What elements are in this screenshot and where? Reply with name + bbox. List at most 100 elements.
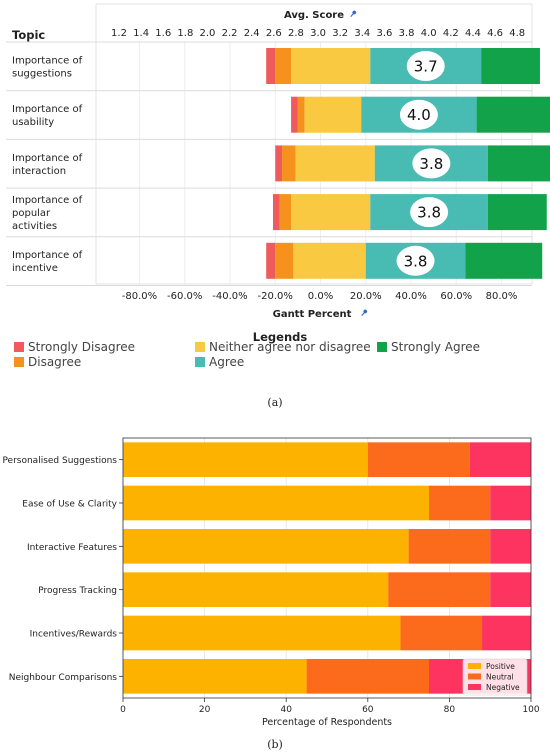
legend-swatch-strongly-agree — [377, 342, 387, 352]
bar-segment-positive — [123, 442, 368, 477]
bar-segment-disagree — [275, 48, 292, 84]
row-label: Importance of — [12, 153, 83, 164]
row-label: Importance of — [12, 104, 83, 115]
category-label: Interactive Features — [27, 543, 117, 553]
bar-segment-neutral — [388, 572, 491, 607]
row-label: popular — [12, 208, 51, 219]
legend-swatch-agree — [195, 357, 205, 367]
x-axis-label: Percentage of Respondents — [262, 717, 392, 728]
legend-swatch-disagree — [14, 357, 24, 367]
stacked-bar-chart: Personalised Suggestions Ease of Use & Cl… — [2, 437, 540, 728]
bar-segment-positive — [123, 615, 401, 651]
top-tick-label: 1.2 — [111, 28, 127, 39]
row-label: Importance of — [12, 55, 83, 66]
bar-segment-strongly-disagree — [272, 194, 280, 231]
row-label: suggestions — [12, 68, 72, 79]
bar-segment-neutral — [367, 442, 470, 477]
score-badge — [396, 245, 435, 276]
top-tick-label: 4.4 — [465, 28, 481, 39]
legend-label: Strongly Agree — [391, 340, 480, 354]
legend-label: Negative — [486, 683, 520, 692]
category-label: Neighbour Comparisons — [9, 673, 118, 683]
top-tick-label: 2.6 — [266, 28, 282, 39]
x-tick-label: 20 — [199, 705, 211, 715]
legend-label: Strongly Disagree — [28, 340, 135, 354]
bar-segment-strongly-agree — [487, 194, 547, 231]
plot-frame — [95, 3, 533, 285]
bar-segment-positive — [123, 529, 409, 564]
caption-b: (b) — [267, 738, 283, 751]
bar-segment-strongly-agree — [487, 145, 550, 182]
bar-segment-neutral — [291, 48, 371, 84]
legend-swatch-negative — [468, 684, 481, 690]
row-label: Importance of — [12, 195, 83, 206]
legend-label: Agree — [209, 355, 244, 369]
category-label: Incentives/Rewards — [30, 630, 118, 640]
top-tick-label: 3.4 — [354, 28, 370, 39]
topic-header: Topic — [12, 28, 45, 42]
score-badge — [406, 51, 445, 81]
bottom-tick-label: -80.0% — [122, 291, 157, 302]
x-tick-label: 80 — [444, 705, 456, 715]
top-tick-label: 3.6 — [376, 28, 392, 39]
top-tick-label: 3.0 — [310, 28, 326, 39]
top-tick-label: 4.0 — [421, 28, 437, 39]
bar-segment-strongly-agree — [476, 96, 550, 133]
bar-segment-strongly-disagree — [275, 145, 283, 182]
category-label: Progress Tracking — [38, 586, 117, 596]
bar-segment-neutral — [291, 194, 371, 231]
bar-segment-negative — [482, 615, 531, 651]
bottom-axis-title: Gantt Percent — [273, 309, 352, 320]
bar-segment-neutral — [295, 145, 375, 182]
row-label: activities — [12, 221, 57, 232]
legend-label: Positive — [486, 662, 515, 671]
legend-label: Neither agree nor disagree — [209, 340, 371, 354]
score-badge — [399, 99, 438, 130]
legend-label: Neutral — [486, 673, 514, 682]
bar-segment-positive — [123, 572, 389, 607]
legend-swatch-neutral — [468, 673, 481, 680]
category-label: Ease of Use & Clarity — [22, 500, 117, 510]
bottom-tick-label: 80.0% — [486, 291, 518, 302]
bar-segment-neutral — [304, 96, 362, 133]
legend-label: Disagree — [28, 355, 81, 369]
bottom-tick-label: 60.0% — [440, 291, 472, 302]
category-label: Personalised Suggestions — [2, 456, 117, 466]
row-label: Importance of — [12, 250, 83, 261]
bar-segment-positive — [123, 485, 429, 521]
bottom-tick-label: -40.0% — [212, 291, 247, 302]
bar-segment-positive — [123, 659, 307, 694]
score-badge — [410, 197, 449, 228]
legend-swatch-positive — [468, 663, 481, 669]
bottom-tick-label: 40.0% — [395, 291, 427, 302]
pin-icon — [350, 10, 357, 18]
bar-segment-neutral — [400, 615, 483, 651]
bar-segment-strongly-agree — [465, 242, 543, 279]
x-tick-label: 40 — [280, 705, 292, 715]
avg-score-label: 4.0 — [407, 106, 431, 124]
legend-title: Legends — [253, 330, 308, 344]
bar-segment-disagree — [297, 96, 305, 133]
bottom-tick-label: 0.0% — [308, 291, 333, 302]
top-tick-label: 2.8 — [288, 28, 304, 39]
bar-segment-disagree — [275, 242, 294, 279]
score-badge — [412, 148, 451, 179]
x-tick-label: 0 — [120, 705, 126, 715]
bottom-tick-label: -20.0% — [258, 291, 293, 302]
top-tick-label: 1.6 — [155, 28, 171, 39]
likert-chart: Topic Avg. Score 1.2 1.4 1.6 1.8 2.0 2.2 2.4 2.6 2… — [6, 3, 550, 369]
legend-swatch-neutral — [195, 342, 205, 352]
bar-segment-neutral — [306, 659, 429, 694]
bar-segment-negative — [490, 485, 531, 521]
bar-segment-negative — [490, 572, 531, 607]
top-tick-label: 3.2 — [332, 28, 348, 39]
bar-segment-neutral — [408, 529, 491, 564]
bar-segment-negative — [469, 442, 531, 477]
top-tick-label: 4.2 — [443, 28, 459, 39]
bar-segment-neutral — [293, 242, 366, 279]
bar-segment-neutral — [429, 485, 491, 521]
top-axis-title: Avg. Score — [284, 10, 344, 21]
bar-segment-disagree — [282, 145, 296, 182]
top-tick-label: 4.6 — [487, 28, 503, 39]
